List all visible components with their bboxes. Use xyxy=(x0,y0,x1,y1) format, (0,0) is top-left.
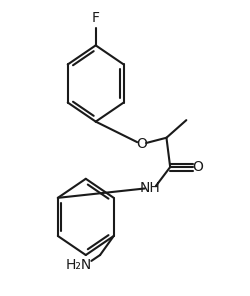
Text: O: O xyxy=(136,136,146,151)
Text: O: O xyxy=(191,160,202,174)
Text: F: F xyxy=(91,12,99,25)
Text: H₂N: H₂N xyxy=(66,258,92,272)
Text: NH: NH xyxy=(140,181,160,194)
